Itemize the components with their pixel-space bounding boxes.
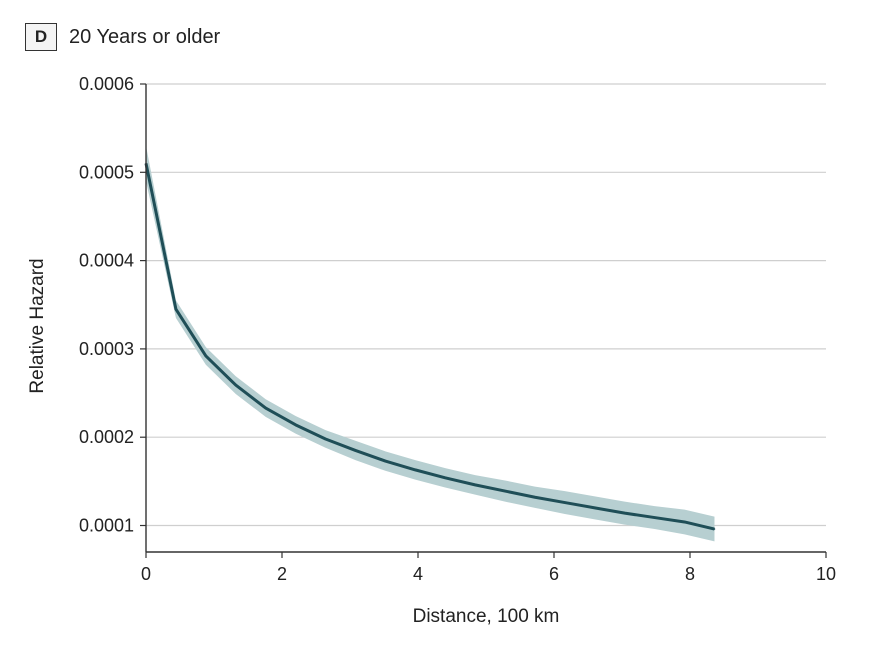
data-point bbox=[594, 507, 596, 509]
y-tick-label: 0.0002 bbox=[79, 427, 134, 447]
y-tick-label: 0.0005 bbox=[79, 162, 134, 182]
data-point bbox=[414, 469, 417, 471]
x-tick-label: 8 bbox=[685, 564, 695, 584]
data-point bbox=[205, 355, 207, 357]
hazard-line bbox=[144, 163, 715, 531]
data-point bbox=[683, 521, 686, 523]
data-point bbox=[354, 449, 357, 452]
x-tick-label: 4 bbox=[413, 564, 423, 584]
data-point bbox=[564, 501, 566, 504]
x-tick-label: 0 bbox=[141, 564, 151, 584]
confidence-band-layer bbox=[146, 145, 715, 542]
data-point bbox=[713, 528, 716, 530]
y-tick-label: 0.0001 bbox=[79, 516, 134, 536]
x-tick-label: 2 bbox=[277, 564, 287, 584]
y-tick-label: 0.0004 bbox=[79, 251, 134, 271]
x-axis-title: Distance, 100 km bbox=[413, 606, 560, 627]
data-point bbox=[623, 512, 626, 514]
data-point bbox=[534, 496, 536, 499]
confidence-band bbox=[146, 145, 715, 542]
data-point bbox=[384, 460, 387, 462]
y-tick-label: 0.0006 bbox=[79, 74, 134, 94]
data-point bbox=[653, 516, 656, 519]
data-point bbox=[444, 477, 447, 479]
data-point bbox=[474, 484, 476, 486]
panel-header: D 20 Years or older bbox=[25, 22, 220, 52]
tick-labels: 0.0001 0.0002 0.0003 0.0004 0.0005 0.0006 0 2 4 6… bbox=[79, 74, 836, 584]
data-point bbox=[324, 438, 327, 440]
axes bbox=[140, 83, 827, 558]
y-tick-label: 0.0003 bbox=[79, 339, 134, 359]
panel-letter-badge: D bbox=[25, 23, 57, 51]
data-point bbox=[234, 384, 237, 386]
x-tick-label: 10 bbox=[816, 564, 836, 584]
data-point bbox=[175, 308, 177, 310]
panel-title: 20 Years or older bbox=[69, 25, 221, 48]
data-point bbox=[294, 424, 297, 426]
data-point bbox=[264, 407, 267, 409]
gridlines bbox=[146, 83, 826, 527]
x-tick-label: 6 bbox=[549, 564, 559, 584]
y-axis-title: Relative Hazard bbox=[27, 258, 48, 393]
data-point bbox=[504, 490, 506, 492]
hazard-line-layer bbox=[144, 162, 716, 531]
